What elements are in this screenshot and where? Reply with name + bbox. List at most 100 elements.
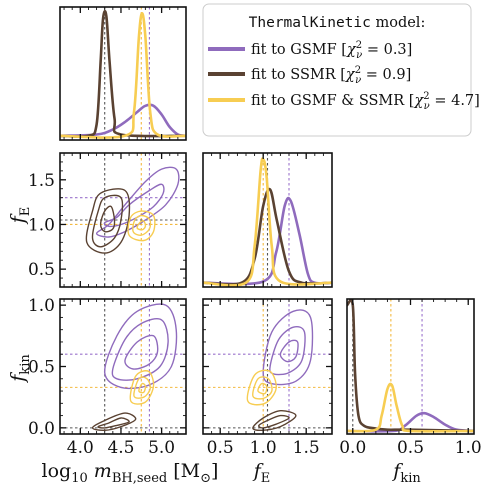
panel-mseed-vs-fe-contour-ssmr-0: [99, 205, 116, 233]
panel-marginal-fe-curve-both: [203, 157, 332, 287]
xlabel-mseed-m: m: [88, 460, 112, 482]
xlabel-fe-f: f: [252, 460, 264, 482]
plot-layer: 0.51.01.54.0 4.5 5.00.00.51.00.5 1.0 1.5 0.0 0…: [28, 6, 482, 458]
panel-mseed-vs-fkin-xticklabel-2: 5.0: [148, 438, 175, 458]
panel-mseed-vs-fkin-contour-gsmf-1: [111, 318, 169, 381]
panel-mseed-vs-fkin: 4.0 4.5 5.0 0.0 0.5 1.0: [28, 296, 187, 458]
panel-mseed-vs-fe-contour-both-0: [136, 220, 147, 231]
panel-mseed-vs-fkin-contour-ssmr-1: [91, 412, 137, 432]
panel-mseed-vs-fkin-xticklabel-1: 4.5: [107, 438, 134, 458]
panel-marginal-fe-curve-ssmr: [203, 187, 332, 286]
panel-fe-vs-fkin-content: [203, 299, 332, 434]
legend-entry-ssmr-chi: χ: [345, 67, 356, 83]
legend-entry-both-sup: 2: [423, 91, 429, 102]
panel-fe-vs-fkin: 0.5 1.0 1.5: [202, 298, 333, 458]
panel-marginal-fkin: 0.0 0.5 1.0: [339, 298, 482, 458]
panel-marginal-fkin-curve-ssmr: [347, 299, 474, 433]
ylabel-fkin: fkin: [7, 354, 33, 384]
panel-mseed-vs-fe-contour-ssmr-2: [85, 188, 131, 254]
panel-marginal-fe: [202, 152, 333, 288]
panel-fe-vs-fkin-contour-both-0: [257, 382, 268, 395]
panel-mseed-vs-fe-contour-ssmr-1: [91, 194, 124, 248]
xlabel-mseed-close: ]: [211, 460, 218, 482]
legend-entry-gsmf-chi: χ: [346, 42, 357, 58]
panel-mseed-vs-fkin-contour-both-1: [133, 376, 152, 399]
xlabel-fkin-sub: kin: [400, 471, 421, 486]
panel-mseed-vs-fkin-contour-ssmr-0: [97, 417, 130, 429]
legend-entry-gsmf-sup: 2: [356, 40, 362, 51]
legend-entry-both-value: = 4.7]: [430, 93, 480, 109]
legend-entry-both-label: fit to GSMF & SSMR [: [251, 93, 414, 109]
panel-mseed-vs-fe-yticklabel-0: 0.5: [28, 260, 55, 280]
xlabel-mseed-log: log: [42, 460, 72, 482]
legend-entry-ssmr-label: fit to SSMR [: [251, 67, 346, 83]
panel-marginal-mseed: [59, 6, 187, 141]
ylabel-fe-f: f: [7, 213, 29, 225]
panel-fe-vs-fkin-xticklabel-2: 1.5: [293, 438, 320, 458]
panel-mseed-vs-fkin-content: [60, 299, 186, 434]
panel-marginal-mseed-curve-gsmf: [60, 103, 186, 138]
panel-marginal-fkin-curve-both: [347, 382, 474, 433]
panel-mseed-vs-fkin-yticklabel-0: 0.0: [28, 419, 55, 439]
xlabel-fe-sub: E: [261, 471, 271, 486]
panel-fe-vs-fkin-contour-gsmf-1: [269, 325, 306, 376]
xlabel-fkin: fkin: [391, 460, 421, 486]
legend-entry-gsmf-nu: ν: [356, 50, 362, 61]
legend-entry-both-nu: ν: [424, 101, 430, 112]
panel-mseed-vs-fe-content: [60, 153, 186, 287]
panel-fe-vs-fkin-contour-both-2: [246, 369, 277, 406]
panel-marginal-fkin-frame: [346, 298, 475, 435]
panel-mseed-vs-fe-contour-gsmf-0: [103, 183, 165, 228]
panel-mseed-vs-fe-contour-both-1: [132, 214, 152, 236]
panel-mseed-vs-fkin-yticklabel-1: 0.5: [28, 358, 55, 378]
panel-marginal-fe-content: [203, 153, 332, 287]
ylabel-fkin-sub: kin: [18, 354, 33, 375]
panel-mseed-vs-fkin-contour-both-2: [129, 370, 155, 405]
xlabel-mseed-unit: [M: [167, 460, 200, 482]
panel-fe-vs-fkin-contour-both-1: [252, 376, 273, 400]
xlabel-mseed-sun: ⊙: [200, 471, 211, 486]
ylabel-fkin-f: f: [7, 372, 29, 384]
panel-marginal-mseed-frame: [59, 6, 187, 141]
panel-fe-vs-fkin-contour-ssmr-1: [252, 409, 297, 432]
xlabel-fkin-f: f: [391, 460, 403, 482]
panel-mseed-vs-fe: 0.5 1.0 1.5: [28, 152, 187, 288]
ylabel-fe: fE: [7, 207, 33, 226]
panel-mseed-vs-fkin-xticklabel-0: 4.0: [67, 438, 94, 458]
legend-entry-gsmf-label: fit to GSMF [: [251, 42, 347, 58]
panel-mseed-vs-fe-contour-both-2: [127, 210, 156, 242]
legend-title: ThermalKinetic model:: [249, 15, 426, 31]
panel-mseed-vs-fe-frame: [59, 152, 187, 288]
panel-mseed-vs-fkin-contour-gsmf-0: [124, 334, 159, 370]
xlabel-mseed: log10 mBH,seed [M⊙]: [42, 460, 219, 486]
panel-mseed-vs-fe-yticklabel-1: 1.0: [28, 215, 55, 235]
xlabel-mseed-sub10: 10: [71, 471, 88, 486]
legend-entry-ssmr: fit to SSMR [χ2 ν = 0.9]: [251, 65, 411, 86]
panel-fe-vs-fkin-xticklabel-0: 0.5: [207, 438, 234, 458]
legend-entry-both-chi: χ: [413, 93, 424, 109]
panel-marginal-fe-frame: [202, 152, 333, 288]
panel-marginal-mseed-curve-ssmr: [60, 10, 186, 138]
legend-entry-ssmr-value: = 0.9]: [361, 67, 411, 83]
xlabel-fe: fE: [252, 460, 271, 486]
panel-fe-vs-fkin-contour-gsmf-2: [262, 309, 314, 386]
legend-entry-gsmf-value: = 0.3]: [362, 42, 412, 58]
legend: ThermalKinetic model: fit to GSMF [χ2 ν =…: [202, 3, 480, 137]
panel-mseed-vs-fkin-yticklabel-2: 1.0: [28, 296, 55, 316]
panel-marginal-fkin-content: [347, 299, 474, 434]
legend-entry-gsmf: fit to GSMF [χ2 ν = 0.3]: [251, 40, 412, 61]
panel-mseed-vs-fkin-contour-both-0: [138, 382, 147, 394]
legend-entry-both: fit to GSMF & SSMR [χ2 ν = 4.7]: [251, 91, 480, 112]
panel-fe-vs-fkin-contour-ssmr-0: [258, 414, 290, 429]
panel-fe-vs-fkin-contour-gsmf-0: [279, 339, 299, 363]
panel-mseed-vs-fkin-contour-gsmf-2: [103, 303, 178, 390]
panel-mseed-vs-fe-yticklabel-2: 1.5: [28, 171, 55, 191]
legend-title-code: ThermalKinetic: [249, 15, 371, 31]
panel-marginal-fe-curve-gsmf: [203, 196, 332, 286]
legend-entry-ssmr-nu: ν: [355, 75, 361, 86]
xlabel-mseed-sub: BH,seed: [112, 471, 167, 486]
panel-marginal-fkin-xticklabel-2: 1.0: [455, 438, 482, 458]
ylabel-fe-sub: E: [18, 207, 33, 217]
panel-marginal-fkin-xticklabel-0: 0.0: [339, 438, 366, 458]
legend-title-suffix: model:: [371, 15, 425, 31]
